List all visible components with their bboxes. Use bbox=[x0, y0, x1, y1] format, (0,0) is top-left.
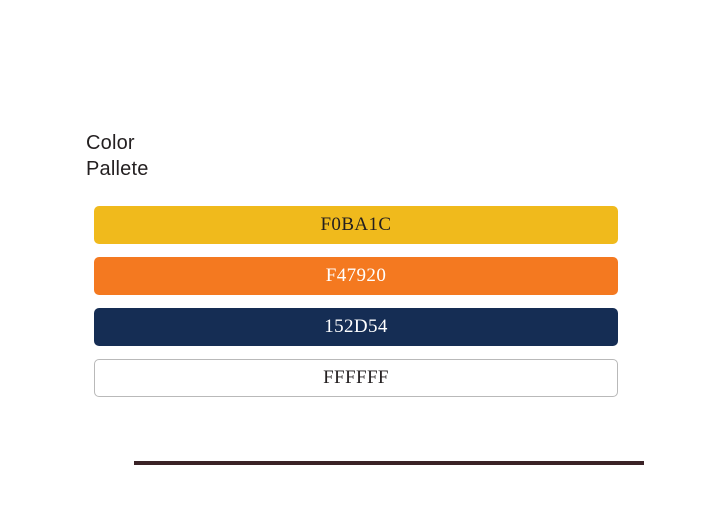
color-swatch-label: F47920 bbox=[325, 265, 387, 286]
color-swatch-label: FFFFFF bbox=[323, 367, 389, 388]
page-title: Color Pallete bbox=[86, 132, 149, 180]
color-swatch-label: 152D54 bbox=[324, 316, 388, 337]
color-swatch-list: F0BA1C F47920 152D54 FFFFFF bbox=[94, 206, 618, 410]
color-swatch[interactable]: FFFFFF bbox=[94, 359, 618, 397]
footer-divider bbox=[134, 461, 644, 465]
color-swatch[interactable]: 152D54 bbox=[94, 308, 618, 346]
color-swatch-label: F0BA1C bbox=[320, 214, 392, 235]
color-swatch[interactable]: F47920 bbox=[94, 257, 618, 295]
color-swatch[interactable]: F0BA1C bbox=[94, 206, 618, 244]
